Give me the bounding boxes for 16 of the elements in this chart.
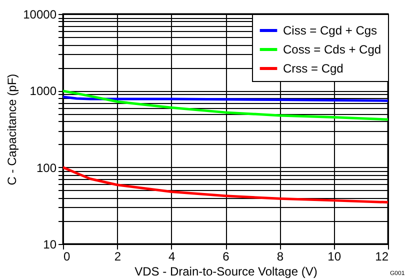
x-tick-label: 4	[168, 250, 176, 264]
x-tick-label: 8	[276, 250, 284, 264]
x-tick-label: 6	[222, 250, 230, 264]
y-axis-title: C - Capacitance (pF)	[5, 74, 20, 186]
x-tick-label: 10	[328, 250, 342, 264]
legend-label: Coss = Cds + Cgd	[283, 42, 382, 56]
x-axis-title: VDS - Drain-to-Source Voltage (V)	[134, 264, 318, 278]
x-tick-label: 2	[114, 250, 122, 264]
y-tick-label: 10	[43, 238, 57, 252]
y-tick-label: 100	[36, 160, 57, 175]
x-tick-label: 12	[375, 250, 389, 264]
y-tick-label: 1000	[30, 84, 57, 98]
y-tick-label: 10000	[23, 8, 57, 22]
x-tick-label: 0	[64, 250, 70, 264]
legend-label: Ciss = Cgd + Cgs	[283, 24, 378, 38]
legend-label: Crss = Cgd	[283, 62, 344, 76]
